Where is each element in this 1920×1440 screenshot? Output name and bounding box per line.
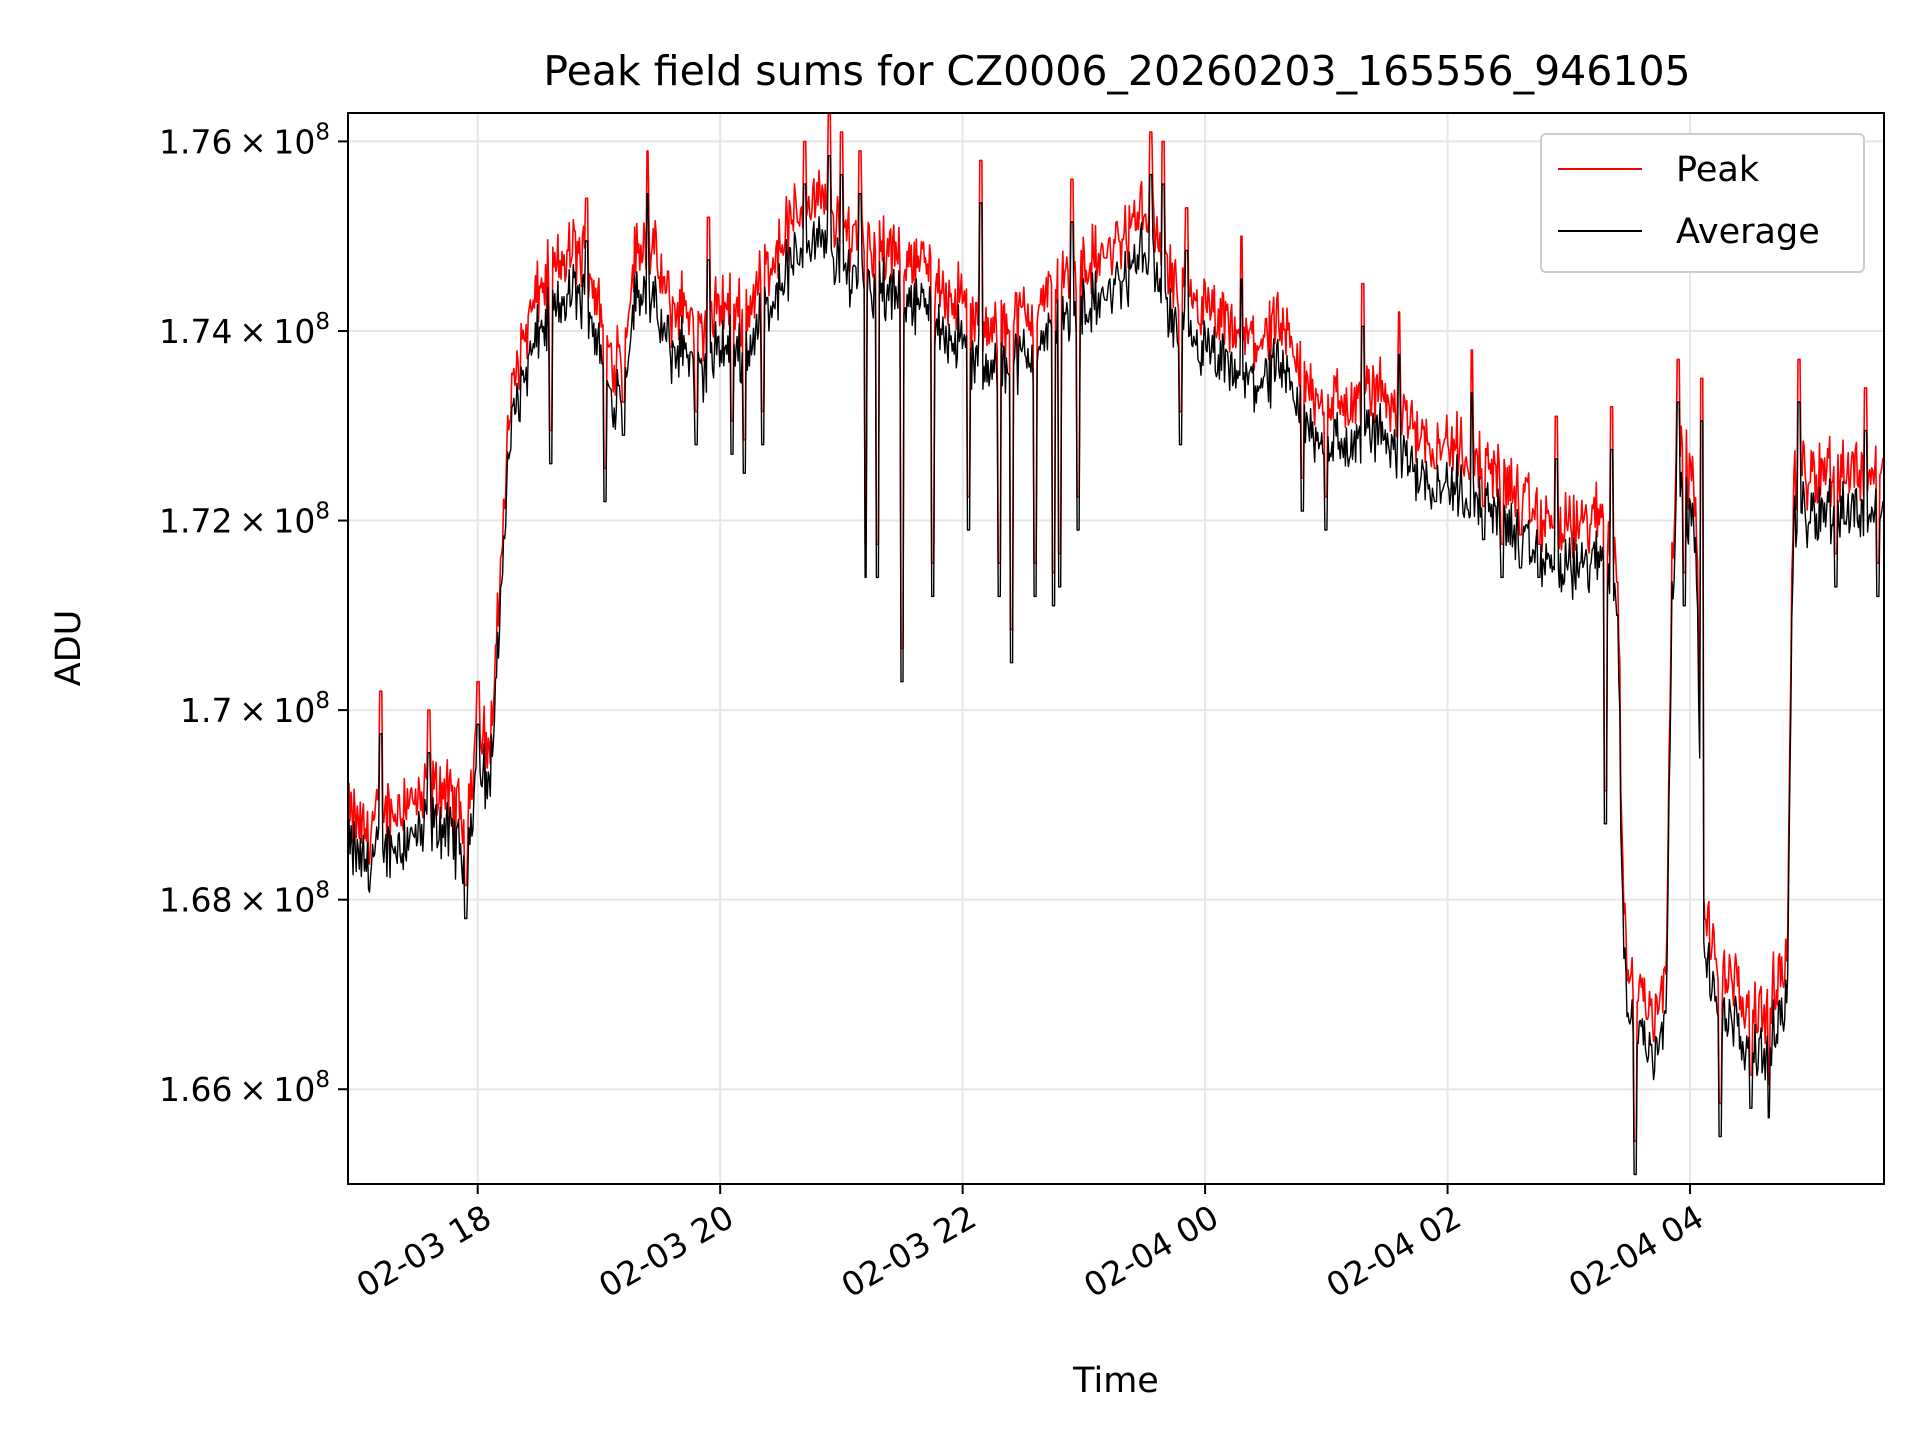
legend-label-average: Average (1676, 212, 1820, 252)
grid-lines (348, 113, 1884, 1184)
x-axis-title: Time (1072, 1361, 1159, 1401)
y-tick-label: 1.7 × 108 (180, 688, 330, 730)
y-tick-label: 1.72 × 108 (159, 499, 330, 541)
y-tick-label: 1.74 × 108 (159, 309, 330, 351)
plot-background (348, 113, 1884, 1184)
chart-title: Peak field sums for CZ0006_20260203_1655… (543, 47, 1690, 95)
y-axis-title: ADU (49, 610, 89, 687)
legend: Peak Average (1540, 133, 1865, 273)
plot-frame (347, 112, 1885, 1185)
y-tick-label: 1.68 × 108 (159, 878, 330, 920)
series-layer (347, 113, 1885, 1176)
y-tick-label: 1.76 × 108 (159, 119, 330, 161)
y-tick-label: 1.66 × 108 (159, 1067, 330, 1109)
y-axis-ticks: 1.66 × 108 1.68 × 108 1.7 × 108 1.72 × 108 1… (159, 119, 348, 1109)
plot-area (347, 112, 1885, 1185)
legend-label-peak: Peak (1676, 150, 1760, 190)
series-line-average (347, 154, 1885, 1176)
